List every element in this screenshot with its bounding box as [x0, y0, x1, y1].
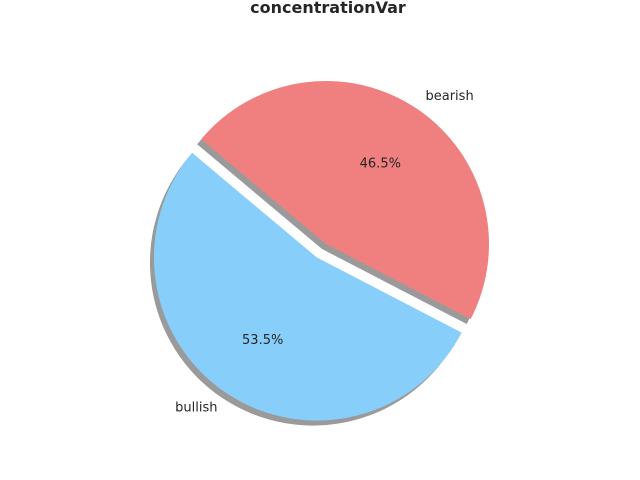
- percent-label-bearish: 46.5%: [360, 157, 401, 172]
- pie-slices: [153, 81, 489, 421]
- slice-label-bearish: bearish: [426, 89, 474, 104]
- slice-label-bullish: bullish: [175, 401, 217, 416]
- chart-title: concentrationVar: [250, 0, 406, 17]
- pie-slice-bearish: [201, 81, 489, 320]
- pie-slice-bullish: [153, 152, 462, 421]
- pie-labels: bullish 53.5% bearish 46.5%: [175, 89, 474, 416]
- percent-label-bullish: 53.5%: [242, 333, 283, 348]
